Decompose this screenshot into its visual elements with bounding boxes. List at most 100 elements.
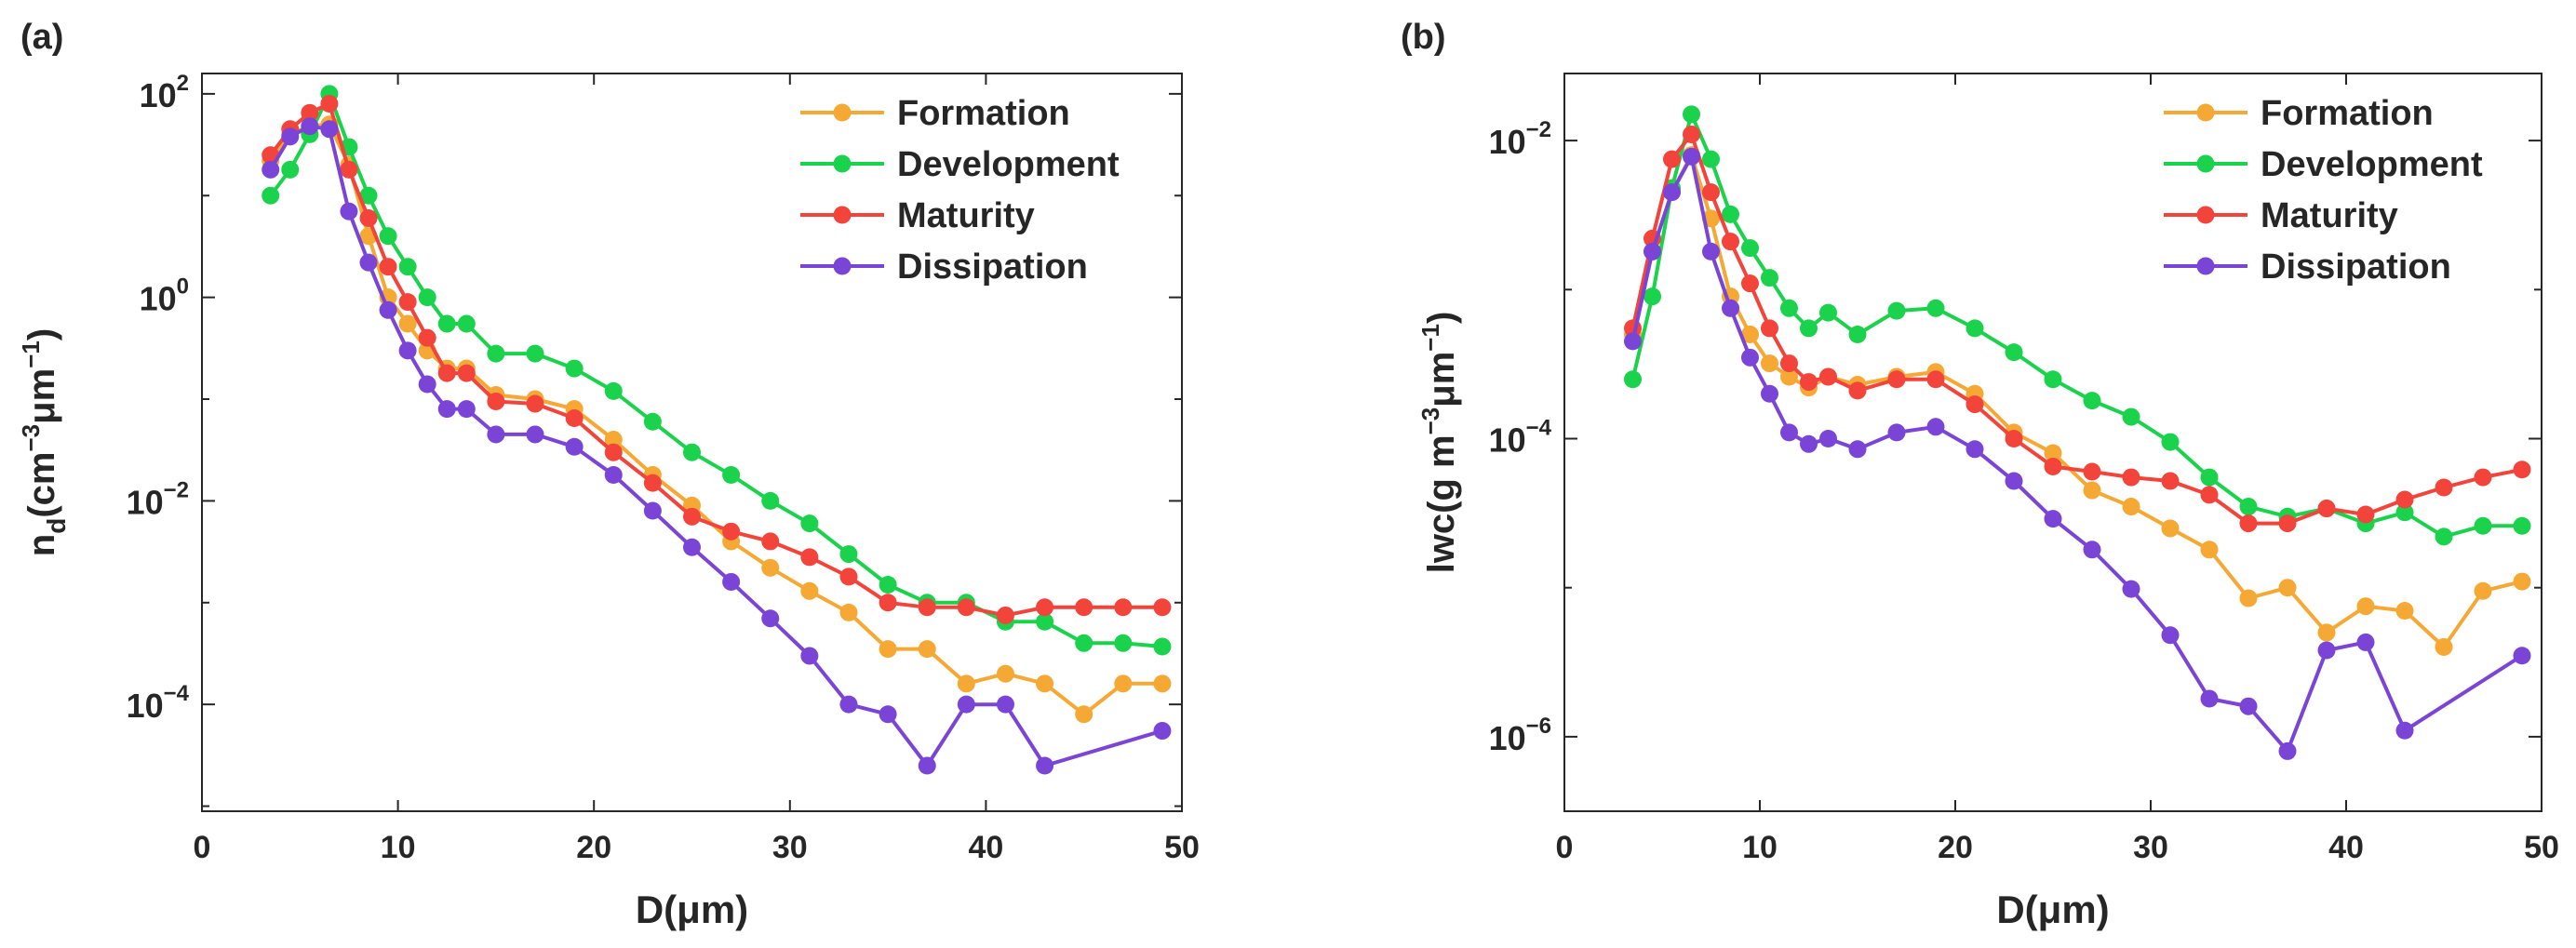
data-point <box>2474 516 2492 535</box>
legend-label: Formation <box>897 94 1070 133</box>
legend-item-development: Development <box>800 145 1120 184</box>
data-point <box>2044 510 2062 528</box>
data-point <box>996 606 1014 624</box>
data-point <box>1819 303 1837 322</box>
data-point <box>2200 541 2219 559</box>
data-point <box>1819 367 1837 386</box>
data-point <box>2278 579 2297 597</box>
data-point <box>1741 326 1759 344</box>
data-point <box>526 344 544 363</box>
data-point <box>1887 423 1906 442</box>
x-axis-label: D(μm) <box>1996 888 2109 931</box>
data-point <box>398 293 417 312</box>
data-point <box>2122 498 2140 516</box>
data-point <box>457 314 476 333</box>
y-tick-label: 10−2 <box>1489 117 1551 161</box>
x-axis-label: D(μm) <box>636 888 748 931</box>
series-dissipation <box>262 117 1172 775</box>
legend-marker <box>2196 103 2215 122</box>
data-point <box>2200 689 2219 708</box>
series-dissipation <box>1624 147 2531 760</box>
data-point <box>1780 367 1798 386</box>
data-point <box>1036 612 1054 631</box>
y-label-sup: −3 <box>17 424 45 452</box>
data-point <box>2161 519 2180 538</box>
data-point <box>957 695 975 714</box>
data-point <box>398 314 417 333</box>
data-point <box>398 258 417 276</box>
data-point <box>918 640 936 659</box>
legend-item-development: Development <box>2164 145 2483 184</box>
data-point <box>1644 287 1661 306</box>
data-point <box>1926 299 1945 317</box>
data-point <box>1075 634 1093 652</box>
data-point <box>683 507 701 526</box>
data-point <box>1153 598 1172 617</box>
data-point <box>1075 705 1093 724</box>
data-point <box>487 392 505 410</box>
legend-item-formation: Formation <box>2164 94 2434 133</box>
legend-label: Maturity <box>897 196 1035 235</box>
legend-label: Maturity <box>2261 196 2398 235</box>
data-point <box>879 705 897 724</box>
x-tick-label: 30 <box>2133 830 2168 865</box>
data-point <box>761 609 780 628</box>
y-tick-exponent: −4 <box>1526 415 1552 440</box>
data-point <box>1966 395 1984 414</box>
legend-item-dissipation: Dissipation <box>2164 247 2451 287</box>
data-point <box>1761 269 1778 287</box>
data-point <box>2513 647 2531 665</box>
y-tick-base: 10 <box>1489 421 1526 459</box>
data-point <box>1722 299 1739 317</box>
data-point <box>2395 503 2414 522</box>
data-point <box>1114 634 1133 652</box>
data-point <box>879 594 897 612</box>
data-point <box>2083 462 2101 481</box>
data-point <box>2005 343 2023 362</box>
legend: Formation Development Maturity Dissipation <box>800 94 1120 287</box>
data-point <box>2239 498 2258 516</box>
data-point <box>565 408 584 427</box>
y-tick-exponent: −4 <box>164 681 190 706</box>
data-point <box>1663 150 1681 168</box>
legend-item-formation: Formation <box>800 94 1070 133</box>
data-point <box>2356 597 2375 616</box>
data-point <box>487 344 505 363</box>
data-point <box>1800 434 1818 453</box>
data-point <box>839 545 858 564</box>
data-point <box>437 364 456 382</box>
data-point <box>643 412 662 431</box>
data-point <box>1644 242 1661 260</box>
y-tick-base: 10 <box>127 483 164 521</box>
data-point <box>996 664 1014 683</box>
data-point <box>2395 721 2414 740</box>
data-point <box>722 572 741 591</box>
data-point <box>262 186 280 205</box>
legend-marker <box>2196 154 2215 173</box>
data-point <box>2200 486 2219 504</box>
data-point <box>2513 516 2531 535</box>
series-formation <box>262 115 1172 724</box>
data-point <box>301 103 319 122</box>
legend-marker <box>2196 257 2215 275</box>
data-point <box>643 501 662 520</box>
data-point <box>359 209 378 228</box>
y-tick-label: 10−4 <box>127 681 190 725</box>
data-point <box>2200 468 2219 487</box>
y-tick-base: 10 <box>140 76 177 114</box>
data-point <box>604 431 623 449</box>
data-point <box>2513 461 2531 479</box>
y-label-part: μm <box>21 368 62 424</box>
data-point <box>1153 674 1172 693</box>
data-point <box>1887 301 1906 320</box>
data-point <box>1966 319 1984 338</box>
data-point <box>2161 472 2180 490</box>
legend-marker <box>833 206 852 224</box>
data-point <box>2044 457 2062 475</box>
y-label-part: ) <box>1421 312 1462 324</box>
data-point <box>918 756 936 775</box>
data-point <box>1741 274 1759 293</box>
data-point <box>839 695 858 714</box>
x-tick-label: 40 <box>2328 830 2364 865</box>
